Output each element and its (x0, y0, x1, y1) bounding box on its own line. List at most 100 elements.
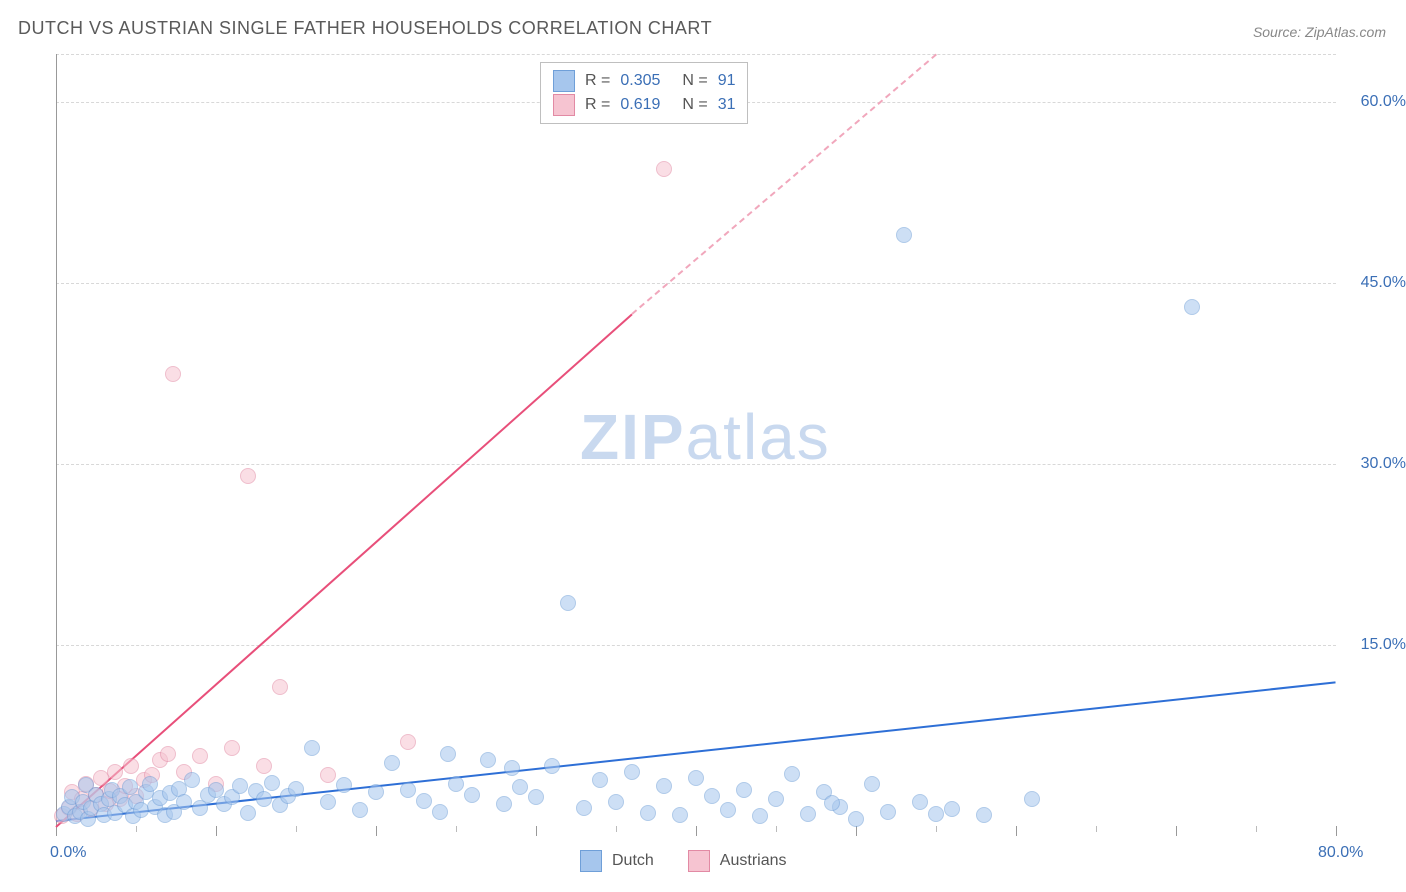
point-dutch (608, 794, 624, 810)
point-austrian (224, 740, 240, 756)
point-dutch (944, 801, 960, 817)
point-dutch (142, 776, 158, 792)
legend-n-label: N = (682, 69, 707, 93)
grid-line (56, 645, 1336, 646)
point-dutch (400, 782, 416, 798)
x-tick-major (376, 826, 377, 836)
chart-source: Source: ZipAtlas.com (1253, 24, 1386, 40)
y-tick-label: 60.0% (1346, 93, 1406, 111)
dutch-swatch (580, 850, 602, 872)
point-dutch (864, 776, 880, 792)
legend-series-label: Austrians (720, 852, 787, 870)
legend-n-label: N = (682, 93, 707, 117)
point-dutch (440, 746, 456, 762)
point-dutch (320, 794, 336, 810)
x-tick-major (1016, 826, 1017, 836)
x-tick-minor (296, 826, 297, 832)
point-dutch (672, 807, 688, 823)
point-austrian (272, 679, 288, 695)
point-dutch (480, 752, 496, 768)
point-dutch (736, 782, 752, 798)
point-austrian (320, 767, 336, 783)
x-tick-major (1336, 826, 1337, 836)
point-dutch (1024, 791, 1040, 807)
point-dutch (976, 807, 992, 823)
point-dutch (592, 772, 608, 788)
point-dutch (800, 806, 816, 822)
x-tick-major (216, 826, 217, 836)
point-dutch (416, 793, 432, 809)
x-tick-minor (1096, 826, 1097, 832)
point-dutch (752, 808, 768, 824)
point-dutch (368, 784, 384, 800)
point-austrian (656, 161, 672, 177)
point-dutch (768, 791, 784, 807)
point-austrian (107, 764, 123, 780)
point-dutch (848, 811, 864, 827)
legend-row: R =0.305N =91 (553, 69, 735, 93)
point-dutch (896, 227, 912, 243)
legend-series-label: Dutch (612, 852, 654, 870)
point-austrian (165, 366, 181, 382)
correlation-legend: R = 0.305 N = 91R = 0.619 N = 31 (540, 62, 748, 124)
point-dutch (704, 788, 720, 804)
point-dutch (624, 764, 640, 780)
point-dutch (448, 776, 464, 792)
point-dutch (928, 806, 944, 822)
y-axis-line (56, 54, 57, 826)
point-dutch (512, 779, 528, 795)
source-name: ZipAtlas.com (1305, 24, 1386, 40)
series-legend: Dutch Austrians (580, 850, 811, 872)
x-tick-major (536, 826, 537, 836)
chart-title: DUTCH VS AUSTRIAN SINGLE FATHER HOUSEHOL… (18, 18, 712, 39)
legend-r-value: 0.619 (620, 93, 672, 117)
austrian-swatch (688, 850, 710, 872)
point-dutch (384, 755, 400, 771)
point-austrian (240, 468, 256, 484)
legend-n-value: 91 (718, 69, 736, 93)
grid-line (56, 283, 1336, 284)
point-dutch (288, 781, 304, 797)
legend-r-label: R = (585, 93, 610, 117)
point-dutch (656, 778, 672, 794)
x-tick-major (696, 826, 697, 836)
point-dutch (784, 766, 800, 782)
trend-line (56, 681, 1336, 822)
x-tick-major (856, 826, 857, 836)
x-tick-minor (136, 826, 137, 832)
point-austrian (192, 748, 208, 764)
point-dutch (560, 595, 576, 611)
point-austrian (123, 758, 139, 774)
x-tick-minor (456, 826, 457, 832)
point-dutch (504, 760, 520, 776)
point-dutch (528, 789, 544, 805)
point-dutch (544, 758, 560, 774)
trend-line (55, 314, 632, 828)
grid-line (56, 54, 1336, 55)
x-tick-label: 80.0% (1318, 844, 1363, 862)
x-tick-major (1176, 826, 1177, 836)
grid-line (56, 464, 1336, 465)
x-tick-minor (1256, 826, 1257, 832)
legend-r-value: 0.305 (620, 69, 672, 93)
point-dutch (264, 775, 280, 791)
point-austrian (160, 746, 176, 762)
point-dutch (640, 805, 656, 821)
point-dutch (1184, 299, 1200, 315)
point-dutch (352, 802, 368, 818)
point-dutch (336, 777, 352, 793)
point-dutch (576, 800, 592, 816)
point-dutch (880, 804, 896, 820)
point-dutch (496, 796, 512, 812)
point-dutch (256, 791, 272, 807)
source-prefix: Source: (1253, 24, 1305, 40)
x-tick-minor (616, 826, 617, 832)
point-dutch (912, 794, 928, 810)
plot-area: 15.0%30.0%45.0%60.0%0.0%80.0% (56, 54, 1336, 826)
austrian-swatch (553, 94, 575, 116)
legend-row: R = 0.619 N = 31 (553, 93, 735, 117)
point-dutch (176, 794, 192, 810)
y-tick-label: 45.0% (1346, 274, 1406, 292)
legend-n-value: 31 (718, 93, 736, 117)
point-dutch (688, 770, 704, 786)
